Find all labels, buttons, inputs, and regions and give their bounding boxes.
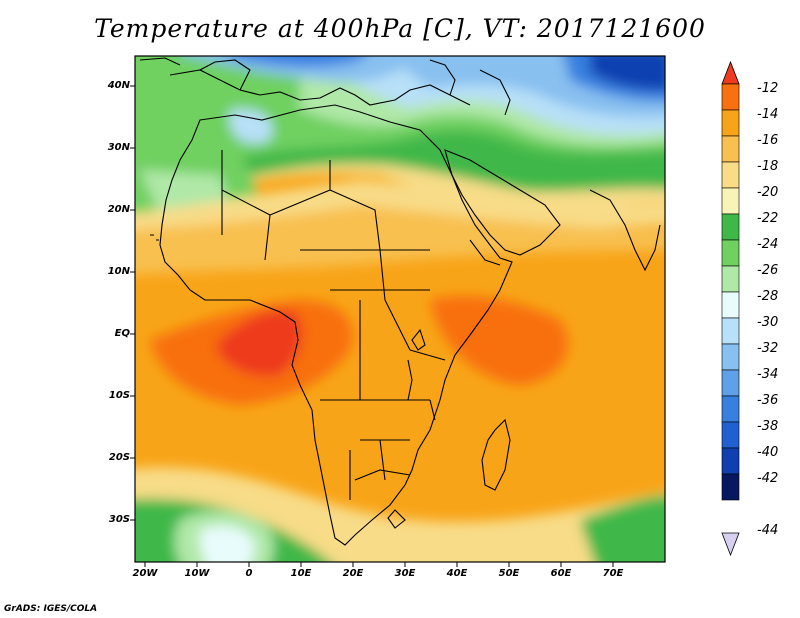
colorbar-swatch [721, 421, 740, 449]
colorbar-swatch [721, 83, 740, 111]
lat-label-40n: 40N [107, 80, 130, 91]
coastlines [139, 57, 661, 546]
lon-label-70e: 70E [602, 568, 624, 579]
colorbar-label: -20 [757, 185, 779, 200]
lat-label-10n: 10N [107, 266, 130, 277]
lat-label-30s: 30S [108, 514, 130, 525]
colorbar-label: -38 [757, 419, 779, 434]
lat-label-20n: 20N [107, 204, 130, 215]
colorbar-boxes [721, 83, 740, 501]
colorbar-label: -14 [757, 107, 779, 122]
colorbar-label: -40 [757, 445, 779, 460]
chart-title: Temperature at 400hPa [C], VT: 201712160… [94, 14, 706, 43]
colorbar-swatch [721, 109, 740, 137]
colorbar-swatch [721, 343, 740, 371]
colorbar-top-arrow [721, 60, 740, 85]
colorbar-swatch [721, 135, 740, 163]
axis-ticks [130, 85, 614, 567]
colorbar-swatch [721, 317, 740, 345]
lon-label-60e: 60E [550, 568, 572, 579]
lon-label-10w: 10W [184, 568, 210, 579]
lon-label-30e: 30E [394, 568, 416, 579]
colorbar-label: -32 [757, 341, 779, 356]
colorbar-swatch [721, 265, 740, 293]
lon-label-50e: 50E [498, 568, 520, 579]
colorbar-label: -12 [757, 81, 779, 96]
colorbar-bottom-arrow [721, 532, 740, 557]
colorbar-label: -16 [757, 133, 779, 148]
colorbar-label: -28 [757, 289, 779, 304]
map-frame [134, 55, 666, 563]
lat-label-30n: 30N [107, 142, 130, 153]
colorbar [721, 60, 740, 557]
colorbar-label: -36 [757, 393, 779, 408]
colorbar-label: -44 [757, 523, 779, 538]
lat-label-20s: 20S [108, 452, 130, 463]
colorbar-label: -18 [757, 159, 779, 174]
colorbar-label: -34 [757, 367, 779, 382]
credit-text: GrADS: IGES/COLA [4, 604, 98, 614]
lon-label-20w: 20W [132, 568, 158, 579]
lon-label-10e: 10E [290, 568, 312, 579]
lat-label-eq: EQ [114, 328, 130, 339]
colorbar-label: -22 [757, 211, 779, 226]
colorbar-label: -42 [757, 471, 779, 486]
colorbar-label: -26 [757, 263, 779, 278]
lon-label-0: 0 [245, 568, 253, 579]
colorbar-swatch [721, 213, 740, 241]
colorbar-swatch [721, 447, 740, 475]
colorbar-swatch [721, 291, 740, 319]
lat-label-10s: 10S [108, 390, 130, 401]
colorbar-swatch [721, 161, 740, 189]
lon-label-20e: 20E [342, 568, 364, 579]
colorbar-swatch [721, 395, 740, 423]
colorbar-label: -30 [757, 315, 779, 330]
lon-label-40e: 40E [446, 568, 468, 579]
colorbar-swatch [721, 473, 740, 501]
colorbar-swatch [721, 239, 740, 267]
colorbar-swatch [721, 369, 740, 397]
colorbar-label: -24 [757, 237, 779, 252]
colorbar-swatch [721, 187, 740, 215]
temperature-field [135, 56, 665, 562]
